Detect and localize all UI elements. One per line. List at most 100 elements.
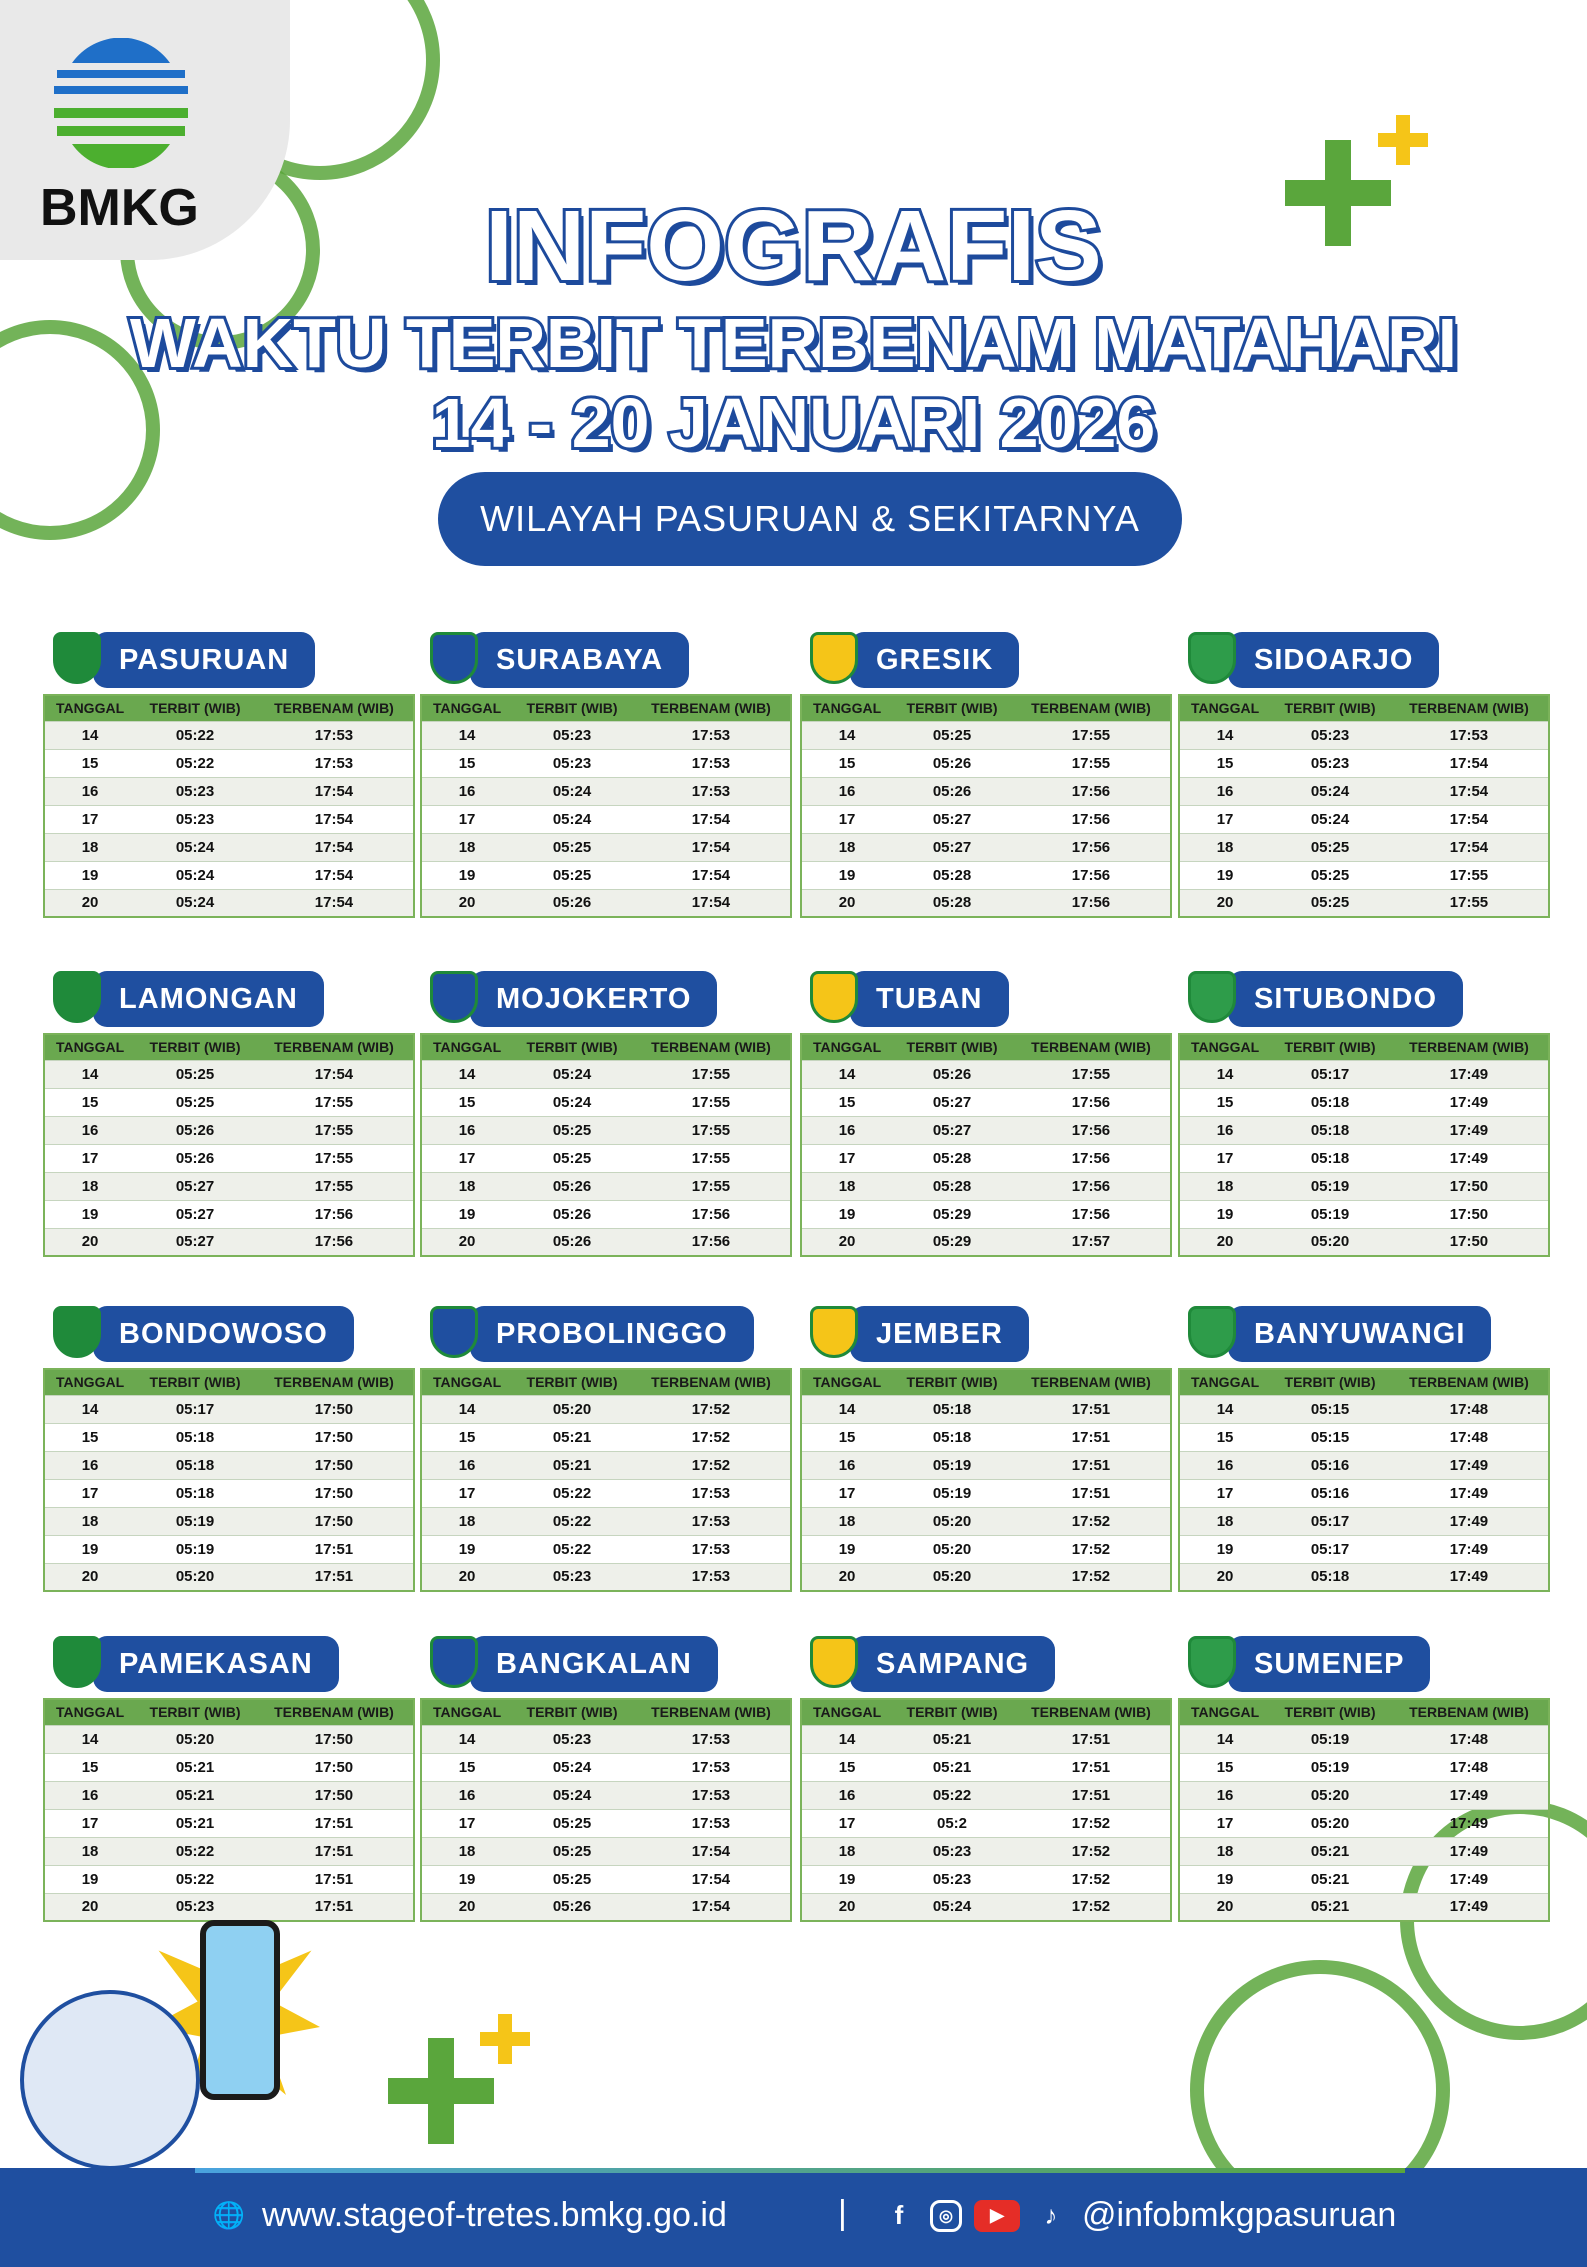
sunset-cell: 17:55 xyxy=(1011,1059,1171,1088)
column-header: TERBIT (WIB) xyxy=(1270,695,1390,721)
sunrise-cell: 05:27 xyxy=(892,804,1012,833)
sunset-cell: 17:50 xyxy=(254,1478,414,1507)
sunset-cell: 17:49 xyxy=(1389,1780,1549,1809)
table-row: 15 05:18 17:49 xyxy=(1179,1087,1549,1116)
sunrise-cell: 05:26 xyxy=(512,1227,632,1256)
sunset-cell: 17:57 xyxy=(1011,1227,1171,1256)
date-cell: 16 xyxy=(1179,1115,1271,1144)
sunrise-cell: 05:24 xyxy=(135,832,255,861)
city-name: BANYUWANGI xyxy=(1228,1306,1492,1362)
table-row: 14 05:24 17:55 xyxy=(421,1059,791,1088)
table-row: 14 05:15 17:48 xyxy=(1179,1394,1549,1423)
date-cell: 17 xyxy=(801,1143,893,1172)
table-row: 16 05:26 17:56 xyxy=(801,776,1171,805)
sunset-cell: 17:54 xyxy=(631,1836,791,1865)
city-name: SUMENEP xyxy=(1228,1636,1431,1692)
table-row: 17 05:22 17:53 xyxy=(421,1478,791,1507)
sunrise-cell: 05:24 xyxy=(512,1059,632,1088)
facebook-icon[interactable]: f xyxy=(894,2200,904,2230)
city-name: SITUBONDO xyxy=(1228,971,1463,1027)
table-row: 15 05:23 17:53 xyxy=(421,748,791,777)
sunset-cell: 17:56 xyxy=(1011,888,1171,917)
column-header: TANGGAL xyxy=(801,695,893,721)
date-cell: 20 xyxy=(801,1892,893,1921)
date-cell: 15 xyxy=(421,1422,513,1451)
column-header: TANGGAL xyxy=(44,1034,136,1060)
sun-times-table: TANGGAL TERBIT (WIB) TERBENAM (WIB) 14 05:18… xyxy=(800,1368,1172,1592)
sunset-cell: 17:51 xyxy=(1011,1478,1171,1507)
sunset-cell: 17:49 xyxy=(1389,1864,1549,1893)
table-row: 17 05:19 17:51 xyxy=(801,1478,1171,1507)
phone-illustration xyxy=(200,1920,280,2100)
column-header: TERBIT (WIB) xyxy=(512,1699,632,1725)
table-row: 20 05:20 17:50 xyxy=(1179,1227,1549,1256)
date-cell: 15 xyxy=(421,1087,513,1116)
table-row: 20 05:23 17:53 xyxy=(421,1562,791,1591)
date-cell: 17 xyxy=(421,1143,513,1172)
table-row: 15 05:23 17:54 xyxy=(1179,748,1549,777)
table-row: 16 05:18 17:49 xyxy=(1179,1115,1549,1144)
column-header: TERBIT (WIB) xyxy=(135,1034,255,1060)
footer-divider xyxy=(195,2168,1405,2173)
sunrise-cell: 05:26 xyxy=(892,1059,1012,1088)
column-header: TANGGAL xyxy=(44,1369,136,1395)
gresik-emblem-icon xyxy=(810,632,858,684)
plus-decoration-icon xyxy=(1325,140,1351,246)
social-handle[interactable]: @infobmkgpasuruan xyxy=(1082,2196,1397,2234)
date-cell: 20 xyxy=(44,1227,136,1256)
date-cell: 18 xyxy=(44,1836,136,1865)
table-row: 15 05:22 17:53 xyxy=(44,748,414,777)
sunset-cell: 17:50 xyxy=(254,1780,414,1809)
date-cell: 17 xyxy=(801,1478,893,1507)
sunrise-cell: 05:21 xyxy=(135,1780,255,1809)
sunset-cell: 17:54 xyxy=(254,804,414,833)
date-cell: 15 xyxy=(801,1752,893,1781)
sunset-cell: 17:55 xyxy=(1389,860,1549,889)
table-row: 14 05:25 17:55 xyxy=(801,720,1171,749)
table-row: 18 05:22 17:53 xyxy=(421,1506,791,1535)
website-link[interactable]: 🌐 www.stageof-tretes.bmkg.go.id xyxy=(210,2196,727,2235)
sunset-cell: 17:51 xyxy=(1011,1752,1171,1781)
sunset-cell: 17:55 xyxy=(631,1115,791,1144)
sunrise-cell: 05:16 xyxy=(1270,1450,1390,1479)
date-cell: 17 xyxy=(44,1143,136,1172)
sunrise-cell: 05:23 xyxy=(892,1836,1012,1865)
table-row: 16 05:21 17:52 xyxy=(421,1450,791,1479)
sunset-cell: 17:49 xyxy=(1389,1892,1549,1921)
sunset-cell: 17:55 xyxy=(631,1087,791,1116)
sunrise-cell: 05:29 xyxy=(892,1199,1012,1228)
date-cell: 16 xyxy=(1179,1450,1271,1479)
sunset-cell: 17:49 xyxy=(1389,1506,1549,1535)
sunset-cell: 17:55 xyxy=(631,1171,791,1200)
table-row: 19 05:27 17:56 xyxy=(44,1199,414,1228)
sunset-cell: 17:52 xyxy=(1011,1864,1171,1893)
column-header: TANGGAL xyxy=(421,1034,513,1060)
sun-times-table: TANGGAL TERBIT (WIB) TERBENAM (WIB) 14 05:15… xyxy=(1178,1368,1550,1592)
sunset-cell: 17:48 xyxy=(1389,1752,1549,1781)
instagram-icon[interactable]: ◎ xyxy=(930,2199,962,2232)
date-cell: 18 xyxy=(421,832,513,861)
column-header: TERBIT (WIB) xyxy=(1270,1369,1390,1395)
column-header: TERBENAM (WIB) xyxy=(1389,1699,1549,1725)
sunset-cell: 17:48 xyxy=(1389,1394,1549,1423)
sunset-cell: 17:54 xyxy=(254,1059,414,1088)
date-cell: 18 xyxy=(1179,832,1271,861)
table-row: 17 05:27 17:56 xyxy=(801,804,1171,833)
sunset-cell: 17:55 xyxy=(254,1115,414,1144)
table-row: 20 05:21 17:49 xyxy=(1179,1892,1549,1921)
sunset-cell: 17:48 xyxy=(1389,1422,1549,1451)
tiktok-icon[interactable]: ♪ xyxy=(1044,2200,1058,2230)
sunrise-cell: 05:20 xyxy=(135,1724,255,1753)
table-row: 18 05:23 17:52 xyxy=(801,1836,1171,1865)
column-header: TANGGAL xyxy=(801,1699,893,1725)
bangkalan-emblem-icon xyxy=(430,1636,478,1688)
youtube-icon[interactable]: ▶ xyxy=(974,2199,1020,2232)
column-header: TERBIT (WIB) xyxy=(512,1369,632,1395)
date-cell: 17 xyxy=(421,804,513,833)
sunrise-cell: 05:23 xyxy=(135,1892,255,1921)
sunset-cell: 17:51 xyxy=(254,1864,414,1893)
city-name: PROBOLINGGO xyxy=(470,1306,754,1362)
sunrise-cell: 05:26 xyxy=(892,748,1012,777)
date-cell: 19 xyxy=(801,1534,893,1563)
sunset-cell: 17:56 xyxy=(631,1227,791,1256)
